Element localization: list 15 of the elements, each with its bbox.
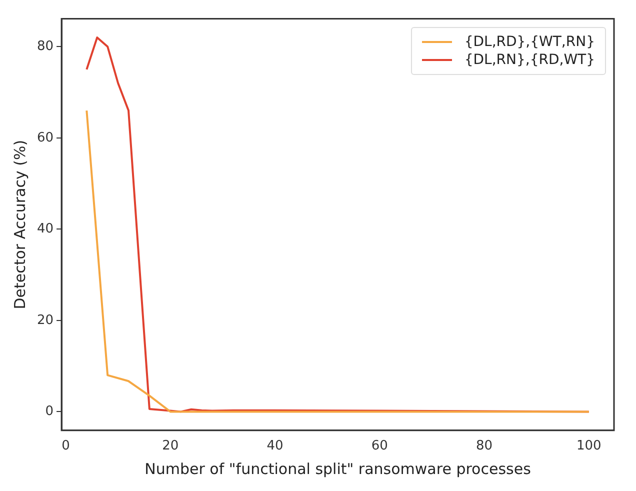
x-tick-label: 40 xyxy=(266,438,284,454)
x-tick-label: 20 xyxy=(162,438,179,454)
x-axis-title: Number of "functional split" ransomware processes xyxy=(144,460,532,478)
y-tick-label: 0 xyxy=(45,404,54,420)
legend-label: {DL,RN},{RD,WT} xyxy=(464,52,595,68)
y-tick-label: 60 xyxy=(36,130,54,146)
y-tick-label: 80 xyxy=(36,39,54,54)
y-tick-label: 20 xyxy=(36,312,54,328)
y-axis-title: Detector Accuracy (%) xyxy=(10,140,29,310)
x-tick-label: 80 xyxy=(476,438,493,454)
legend-label: {DL,RD},{WT,RN} xyxy=(464,34,595,50)
x-tick-label: 0 xyxy=(62,438,70,454)
y-tick-label: 40 xyxy=(36,222,54,237)
x-tick-label: 100 xyxy=(576,438,602,454)
x-tick-label: 60 xyxy=(371,438,388,454)
